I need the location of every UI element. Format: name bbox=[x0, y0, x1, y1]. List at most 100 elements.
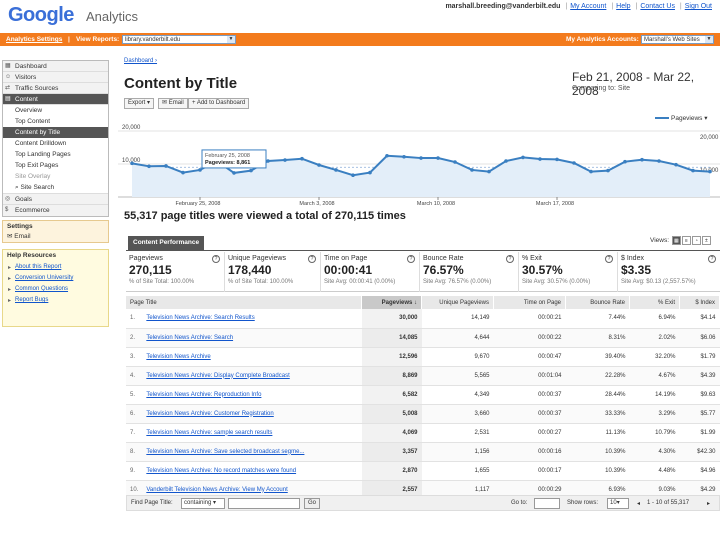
rows-select[interactable]: 10▾ bbox=[607, 498, 629, 509]
table-row[interactable]: 8. Television News Archive: Save selected… bbox=[126, 442, 720, 462]
col-pageviews[interactable]: Pageviews ↓ bbox=[361, 296, 422, 309]
date-range-picker[interactable]: Feb 21, 2008 - Mar 22, 2008 bbox=[572, 70, 695, 98]
goto-input[interactable] bbox=[534, 498, 560, 509]
view-reports-select[interactable]: library.vanderbilt.edu ▼ bbox=[122, 35, 236, 44]
data-point[interactable] bbox=[436, 156, 440, 160]
table-row[interactable]: 3. Television News Archive 12,596 9,670 00:0… bbox=[126, 347, 720, 367]
table-row[interactable]: 10. Vanderbilt Television News Archive: V… bbox=[126, 480, 720, 500]
sidebar-item-content[interactable]: ▤ Content bbox=[3, 94, 108, 105]
analytics-settings-link[interactable]: Analytics Settings bbox=[6, 36, 63, 43]
sidebar-item-dashboard[interactable]: ▦ Dashboard bbox=[3, 61, 108, 72]
data-point[interactable] bbox=[351, 173, 355, 178]
sidebar-item-goals[interactable]: ◎ Goals bbox=[3, 194, 108, 205]
data-point[interactable] bbox=[334, 168, 338, 172]
prev-page-icon[interactable]: ◂ bbox=[637, 501, 641, 507]
data-point[interactable] bbox=[487, 169, 491, 174]
my-account-link[interactable]: My Account bbox=[570, 3, 607, 10]
contact-link[interactable]: Contact Us bbox=[640, 3, 675, 10]
export-button[interactable]: Export ▾ bbox=[124, 98, 155, 109]
data-point[interactable] bbox=[300, 156, 304, 161]
table-row[interactable]: 7. Television News Archive: sample search… bbox=[126, 423, 720, 443]
sidebar-item-visitors[interactable]: ☺ Visitors bbox=[3, 72, 108, 83]
help-link-common-questions[interactable]: Common Questions bbox=[8, 286, 104, 293]
help-link-conversion-university[interactable]: Conversion University bbox=[8, 275, 104, 282]
tab-content-performance[interactable]: Content Performance bbox=[128, 236, 205, 250]
data-point[interactable] bbox=[317, 163, 321, 167]
data-point[interactable] bbox=[147, 164, 151, 169]
table-row[interactable]: 5. Television News Archive: Reproduction … bbox=[126, 385, 720, 405]
col-time-on-page[interactable]: Time on Page bbox=[493, 296, 566, 309]
row-page-title-link[interactable]: Television News Archive: No record match… bbox=[142, 461, 362, 481]
row-page-title-link[interactable]: Television News Archive: Display Complet… bbox=[142, 366, 362, 386]
help-link-about-report[interactable]: About this Report bbox=[8, 264, 104, 271]
go-button[interactable]: Go bbox=[304, 498, 321, 509]
help-icon[interactable]: ? bbox=[308, 255, 316, 263]
add-to-dashboard-button[interactable]: + Add to Dashboard bbox=[188, 98, 250, 109]
col-page-title[interactable]: Page Title bbox=[126, 296, 362, 309]
data-point[interactable] bbox=[164, 164, 168, 168]
email-button[interactable]: ✉ Email bbox=[158, 98, 188, 109]
col-exit[interactable]: % Exit bbox=[629, 296, 680, 309]
find-input[interactable] bbox=[228, 498, 300, 509]
row-page-title-link[interactable]: Television News Archive: Customer Regist… bbox=[142, 404, 362, 424]
data-point[interactable] bbox=[623, 159, 627, 164]
data-point[interactable] bbox=[232, 171, 236, 175]
data-point[interactable] bbox=[181, 170, 185, 175]
data-point[interactable] bbox=[538, 157, 542, 161]
sidebar-subitem-site-overlay[interactable]: Site Overlay bbox=[3, 171, 108, 182]
data-point[interactable] bbox=[572, 161, 576, 165]
compare-view-icon[interactable]: ± bbox=[701, 236, 711, 245]
data-point[interactable] bbox=[402, 154, 406, 159]
data-point[interactable] bbox=[198, 168, 202, 172]
help-icon[interactable]: ? bbox=[605, 255, 613, 263]
accounts-select[interactable]: Marshall's Web Sites ▼ bbox=[641, 35, 714, 44]
data-point[interactable] bbox=[453, 160, 457, 164]
data-point[interactable] bbox=[708, 169, 712, 174]
help-link[interactable]: Help bbox=[616, 3, 631, 10]
data-point[interactable] bbox=[249, 168, 253, 173]
data-point[interactable] bbox=[130, 161, 134, 166]
data-point[interactable] bbox=[606, 168, 610, 173]
col-dollar-index[interactable]: $ Index bbox=[679, 296, 720, 309]
pie-view-icon[interactable]: ◔ bbox=[691, 236, 701, 245]
graph-legend[interactable]: Pageviews ▾ bbox=[655, 114, 708, 122]
data-point[interactable] bbox=[589, 169, 593, 174]
help-icon[interactable]: ? bbox=[708, 255, 716, 263]
sidebar-subitem-content-by-title[interactable]: Content by Title bbox=[3, 127, 108, 138]
help-icon[interactable]: ? bbox=[506, 255, 514, 263]
next-page-icon[interactable]: ▸ bbox=[707, 501, 711, 507]
row-page-title-link[interactable]: Television News Archive: sample search r… bbox=[142, 423, 362, 443]
data-point[interactable] bbox=[419, 156, 423, 160]
row-page-title-link[interactable]: Television News Archive: Search Results bbox=[142, 309, 362, 329]
sidebar-subitem-content-drilldown[interactable]: Content Drilldown bbox=[3, 138, 108, 149]
data-point[interactable] bbox=[368, 170, 372, 175]
data-point[interactable] bbox=[691, 168, 695, 173]
table-row[interactable]: 9. Television News Archive: No record mat… bbox=[126, 461, 720, 481]
data-point[interactable] bbox=[674, 162, 678, 167]
email-settings-link[interactable]: ✉ Email bbox=[7, 232, 104, 240]
sidebar-subitem-top-landing-pages[interactable]: Top Landing Pages bbox=[3, 149, 108, 160]
find-filter-select[interactable]: containing ▾ bbox=[181, 498, 225, 509]
sign-out-link[interactable]: Sign Out bbox=[684, 3, 712, 10]
sidebar-item-site-search[interactable]: ⌕ Site Search bbox=[3, 182, 108, 194]
row-page-title-link[interactable]: Television News Archive bbox=[142, 347, 362, 367]
row-page-title-link[interactable]: Television News Archive: Reproduction In… bbox=[142, 385, 362, 405]
help-icon[interactable]: ? bbox=[407, 255, 415, 263]
sidebar-subitem-overview[interactable]: Overview bbox=[3, 105, 108, 116]
help-icon[interactable]: ? bbox=[212, 255, 220, 263]
data-point[interactable] bbox=[657, 159, 661, 163]
data-point[interactable] bbox=[521, 155, 525, 160]
data-point[interactable] bbox=[640, 157, 644, 162]
data-point[interactable] bbox=[555, 157, 559, 162]
table-row[interactable]: 2. Television News Archive: Search 14,085 4… bbox=[126, 328, 720, 348]
google-logo[interactable]: Google bbox=[8, 4, 74, 27]
data-point[interactable] bbox=[283, 158, 287, 162]
breadcrumb[interactable]: Dashboard › bbox=[124, 58, 158, 64]
sidebar-item-traffic-sources[interactable]: ⇄ Traffic Sources bbox=[3, 83, 108, 94]
row-page-title-link[interactable]: Television News Archive: Save selected b… bbox=[142, 442, 362, 462]
sidebar-item-ecommerce[interactable]: $ Ecommerce bbox=[3, 205, 108, 216]
table-row[interactable]: 6. Television News Archive: Customer Regi… bbox=[126, 404, 720, 424]
table-view-icon[interactable]: ▦ bbox=[671, 236, 681, 245]
data-point[interactable] bbox=[385, 153, 389, 158]
